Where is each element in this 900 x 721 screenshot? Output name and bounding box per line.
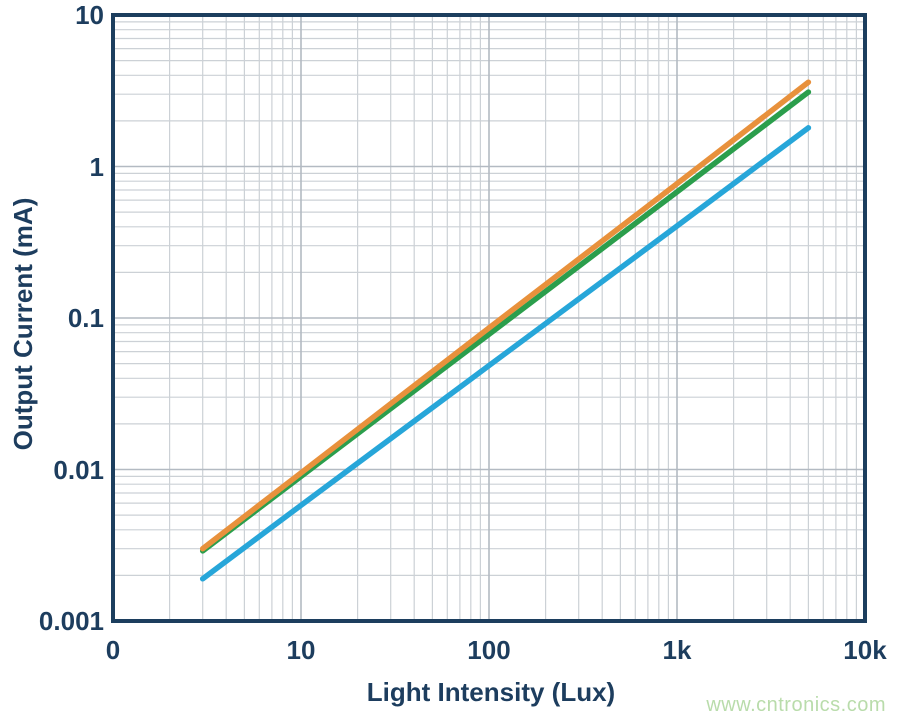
x-tick-label: 10k (843, 635, 887, 665)
x-tick-label: 100 (467, 635, 511, 665)
y-tick-label: 0.01 (53, 454, 104, 485)
y-tick-label: 10 (75, 0, 104, 30)
watermark-text: www.cntronics.com (706, 694, 886, 716)
y-axis-title: Output Current (mA) (8, 197, 38, 451)
series-line-orange (199, 79, 812, 552)
y-tick-label: 1 (89, 151, 104, 182)
y-tick-label: 0.001 (38, 606, 104, 636)
plot-border (111, 13, 867, 623)
major-gridlines (113, 15, 865, 621)
y-tick-label: 0.1 (67, 303, 104, 333)
x-tick-label: 10 (286, 635, 316, 665)
x-tick-label: 1k (662, 635, 692, 665)
series-line-blue (199, 125, 812, 582)
x-tick-label: 0 (105, 635, 121, 665)
x-axis-title: Light Intensity (Lux) (366, 677, 616, 707)
